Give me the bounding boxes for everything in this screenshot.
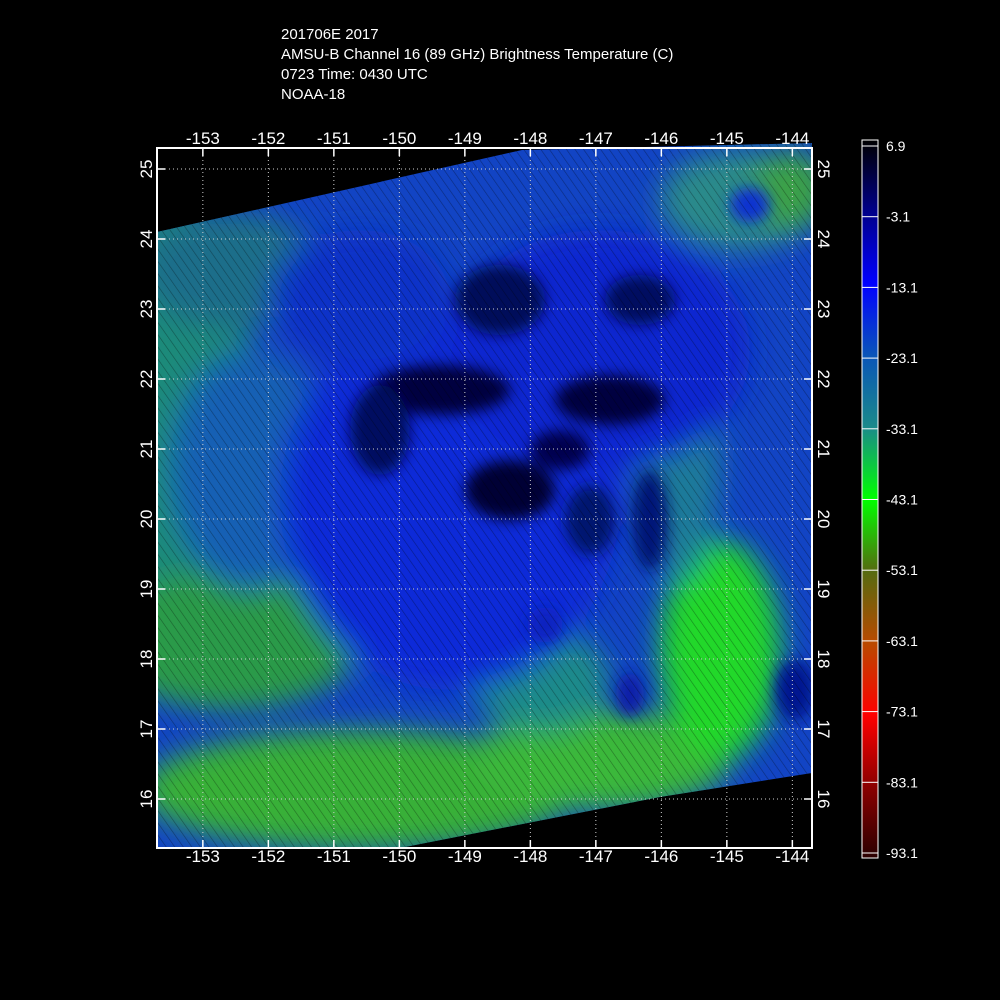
lat-label-left: 20 <box>137 510 156 529</box>
lon-label-bottom: -146 <box>644 847 678 866</box>
lon-label-bottom: -148 <box>513 847 547 866</box>
lon-label-bottom: -144 <box>775 847 809 866</box>
lat-label-right: 17 <box>814 720 833 739</box>
lat-label-left: 24 <box>137 230 156 249</box>
lat-label-right: 16 <box>814 790 833 809</box>
lat-label-right: 21 <box>814 440 833 459</box>
map-frame <box>156 147 813 849</box>
lat-label-right: 19 <box>814 580 833 599</box>
colorbar-label: -83.1 <box>886 774 918 790</box>
axis-ticks: -153 -153 -152 -152 -151 -151 -150 -150 -149 -149… <box>137 129 833 866</box>
lon-label-top: -152 <box>251 129 285 148</box>
colorbar-label: -93.1 <box>886 845 918 861</box>
colorbar-label: -73.1 <box>886 704 918 720</box>
lat-label-right: 25 <box>814 160 833 179</box>
lon-label-top: -151 <box>317 129 351 148</box>
lat-label-left: 22 <box>137 370 156 389</box>
lon-label-bottom: -150 <box>382 847 416 866</box>
colorbar-label: -33.1 <box>886 421 918 437</box>
colorbar-label: -23.1 <box>886 350 918 366</box>
lon-label-top: -150 <box>382 129 416 148</box>
lat-label-left: 18 <box>137 650 156 669</box>
storm-id-title: 201706E 2017 <box>281 26 379 43</box>
satellite-label: NOAA-18 <box>281 86 346 103</box>
lon-label-top: -144 <box>775 129 809 148</box>
lon-label-top: -149 <box>448 129 482 148</box>
lat-label-left: 23 <box>137 300 156 319</box>
lon-label-bottom: -151 <box>317 847 351 866</box>
lat-label-right: 18 <box>814 650 833 669</box>
colorbar-label: 6.9 <box>886 138 906 154</box>
colorbar-label: -53.1 <box>886 562 918 578</box>
lat-label-left: 21 <box>137 440 156 459</box>
colorbar-label: -3.1 <box>886 209 910 225</box>
lat-label-left: 19 <box>137 580 156 599</box>
lon-label-bottom: -145 <box>710 847 744 866</box>
lon-label-top: -147 <box>579 129 613 148</box>
lon-label-bottom: -153 <box>186 847 220 866</box>
colorbar: 6.9 -3.1 -13.1 -23.1 -33.1 -43.1 -53.1 -63.1 -73… <box>861 138 918 861</box>
lon-label-bottom: -147 <box>579 847 613 866</box>
lon-label-bottom: -152 <box>251 847 285 866</box>
colorbar-ticks: 6.9 -3.1 -13.1 -23.1 -33.1 -43.1 -53.1 -63.1 -73… <box>862 138 918 861</box>
brightness-temperature-field <box>157 143 812 848</box>
product-title: AMSU-B Channel 16 (89 GHz) Brightness Te… <box>281 46 674 63</box>
map-grid <box>157 148 812 848</box>
colorbar-label: -43.1 <box>886 492 918 508</box>
lon-label-bottom: -149 <box>448 847 482 866</box>
lat-label-left: 25 <box>137 160 156 179</box>
time-label: 0723 Time: 0430 UTC <box>281 66 428 83</box>
lon-label-top: -153 <box>186 129 220 148</box>
lat-label-right: 24 <box>814 230 833 249</box>
lat-label-right: 20 <box>814 510 833 529</box>
lat-label-right: 23 <box>814 300 833 319</box>
lat-label-left: 17 <box>137 720 156 739</box>
lat-label-right: 22 <box>814 370 833 389</box>
colorbar-label: -13.1 <box>886 279 918 295</box>
image-header: 201706E 2017 AMSU-B Channel 16 (89 GHz) … <box>281 25 673 105</box>
colorbar-label: -63.1 <box>886 633 918 649</box>
lon-label-top: -145 <box>710 129 744 148</box>
lat-label-left: 16 <box>137 790 156 809</box>
lon-label-top: -146 <box>644 129 678 148</box>
lon-label-top: -148 <box>513 129 547 148</box>
